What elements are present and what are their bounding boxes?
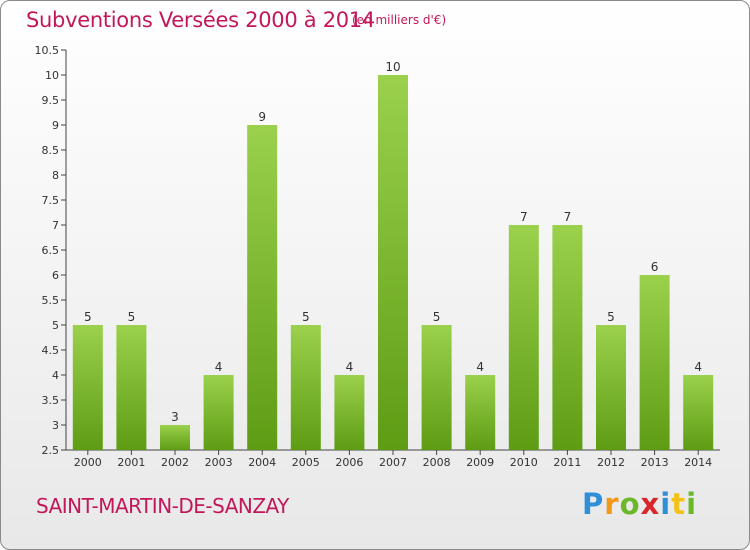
y-tick-label: 3 (52, 419, 59, 432)
y-tick-label: 2.5 (42, 444, 60, 457)
x-tick-label: 2000 (74, 456, 102, 469)
bar-2005 (290, 325, 321, 450)
x-tick-label: 2001 (117, 456, 145, 469)
bar-2009 (465, 375, 496, 450)
x-tick-label: 2014 (684, 456, 712, 469)
bar-2013 (639, 275, 670, 450)
logo-letter: r (604, 487, 620, 521)
logo-letter: t (671, 487, 687, 521)
data-label-2006: 4 (346, 360, 354, 374)
y-axis: 2.5 3 3.5 4 4.5 5 5.5 6 6.5 7 7.5 8 8.5 9 9.5 10 10.5 (35, 44, 67, 457)
y-tick-label: 9 (52, 119, 59, 132)
y-tick-label: 5 (52, 319, 59, 332)
data-label-2009: 4 (476, 360, 484, 374)
bar-2003 (203, 375, 234, 450)
bar-2008 (421, 325, 452, 450)
x-tick-label: 2012 (597, 456, 625, 469)
bar-2010 (508, 225, 539, 450)
data-label-2004: 9 (258, 110, 266, 124)
x-tick-label: 2013 (641, 456, 669, 469)
data-label-2002: 3 (171, 410, 179, 424)
bar-2004 (247, 125, 278, 450)
x-tick-label: 2004 (248, 456, 276, 469)
x-tick-label: 2011 (553, 456, 581, 469)
y-tick-label: 5.5 (42, 294, 60, 307)
data-label-2013: 6 (651, 260, 659, 274)
bar-2006 (334, 375, 365, 450)
y-tick-label: 8.5 (42, 144, 60, 157)
data-label-2010: 7 (520, 210, 528, 224)
data-label-2008: 5 (433, 310, 441, 324)
y-tick-label: 4.5 (42, 344, 60, 357)
x-tick-label: 2002 (161, 456, 189, 469)
bar-2001 (116, 325, 147, 450)
y-tick-label: 10 (45, 69, 59, 82)
bar-2012 (596, 325, 626, 450)
data-label-2000: 5 (84, 310, 92, 324)
data-label-2007: 10 (385, 60, 400, 74)
data-label-2012: 5 (607, 310, 615, 324)
y-tick-label: 9.5 (42, 94, 60, 107)
logo-letter: i (686, 487, 698, 521)
proxiti-logo[interactable]: Proxiti (582, 487, 697, 521)
bar-2007 (378, 75, 408, 450)
logo-letter: i (660, 487, 672, 521)
bar-2000 (72, 325, 103, 450)
x-tick-label: 2010 (510, 456, 538, 469)
logo-letter: P (582, 487, 605, 521)
x-tick-label: 2008 (423, 456, 451, 469)
y-tick-label: 10.5 (35, 44, 60, 57)
y-tick-label: 8 (52, 169, 59, 182)
y-tick-label: 6 (52, 269, 59, 282)
bar-2014 (683, 375, 714, 450)
bars (72, 75, 714, 450)
data-label-2005: 5 (302, 310, 310, 324)
data-label-2014: 4 (694, 360, 702, 374)
bar-2002 (160, 425, 190, 450)
y-tick-label: 7 (52, 219, 59, 232)
data-label-2001: 5 (128, 310, 136, 324)
commune-name: SAINT-MARTIN-DE-SANZAY (36, 494, 289, 518)
x-tick-label: 2005 (292, 456, 320, 469)
x-tick-label: 2003 (205, 456, 233, 469)
y-tick-label: 3.5 (42, 394, 60, 407)
x-tick-label: 2006 (335, 456, 363, 469)
x-tick-label: 2009 (466, 456, 494, 469)
x-tick-label: 2007 (379, 456, 407, 469)
logo-letter: o (619, 487, 641, 521)
x-axis: 2000 2001 2002 2003 2004 2005 2006 2007 2008 2009… (66, 449, 720, 469)
chart-subtitle: (en milliers d'€) (352, 13, 447, 27)
y-tick-label: 6.5 (42, 244, 60, 257)
data-labels: 5 5 3 4 9 5 4 10 5 4 7 7 5 6 4 (84, 60, 702, 424)
data-label-2011: 7 (564, 210, 572, 224)
bar-2011 (552, 225, 583, 450)
logo-letter: x (640, 487, 661, 521)
y-tick-label: 4 (52, 369, 59, 382)
y-tick-label: 7.5 (42, 194, 60, 207)
chart-title: Subventions Versées 2000 à 2014 (26, 8, 375, 32)
data-label-2003: 4 (215, 360, 223, 374)
